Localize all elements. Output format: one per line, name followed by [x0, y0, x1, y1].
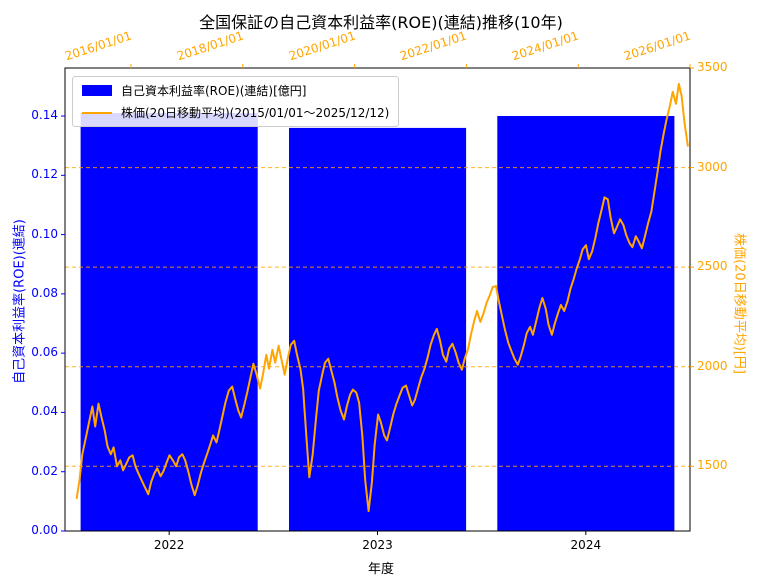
price-line-swatch-icon: [82, 107, 112, 119]
left-axis-tick-label: 0.00: [31, 523, 58, 537]
left-axis-tick-label: 0.02: [31, 463, 58, 478]
bottom-axis-tick-label: 2024: [570, 538, 602, 552]
legend-item-price: 株価(20日移動平均)(2015/01/01〜2025/12/12): [82, 104, 389, 121]
left-axis-tick-label: 0.10: [31, 226, 58, 241]
legend-label-price: 株価(20日移動平均)(2015/01/01〜2025/12/12): [121, 106, 390, 120]
right-axis-tick-label: 3500: [697, 60, 728, 74]
right-axis-tick-label: 2500: [697, 259, 728, 274]
right-axis-tick-label: 1500: [697, 458, 728, 473]
right-axis-tick-label: 2000: [697, 358, 728, 373]
left-axis-tick-label: 0.12: [31, 167, 58, 182]
roe-bar: [497, 116, 675, 531]
legend-item-roe: 自己資本利益率(ROE)(連結)[億円]: [82, 82, 389, 99]
legend: 自己資本利益率(ROE)(連結)[億円] 株価(20日移動平均)(2015/01…: [72, 76, 400, 127]
legend-label-roe: 自己資本利益率(ROE)(連結)[億円]: [121, 84, 307, 98]
roe-bar: [80, 113, 258, 531]
bottom-axis-tick-label: 2022: [153, 538, 185, 552]
bottom-axis-tick-label: 2023: [362, 538, 393, 552]
chart-title: 全国保証の自己資本利益率(ROE)(連結)推移(10年): [199, 13, 563, 32]
left-axis-tick-label: 0.06: [31, 345, 58, 360]
left-axis-tick-label: 0.04: [31, 404, 58, 419]
left-axis-tick-label: 0.08: [31, 285, 58, 300]
price-line: [75, 82, 689, 513]
roe-bar-swatch-icon: [82, 85, 112, 96]
right-axis-tick-label: 3000: [697, 159, 728, 174]
left-axis-label: 自己資本利益率(ROE)(連結): [12, 219, 28, 384]
x-axis-label: 年度: [367, 562, 394, 577]
left-axis-tick-label: 0.14: [31, 108, 58, 123]
roe-bar: [289, 127, 467, 532]
right-axis-label: 株価(20日移動平均)[円]: [731, 233, 747, 374]
